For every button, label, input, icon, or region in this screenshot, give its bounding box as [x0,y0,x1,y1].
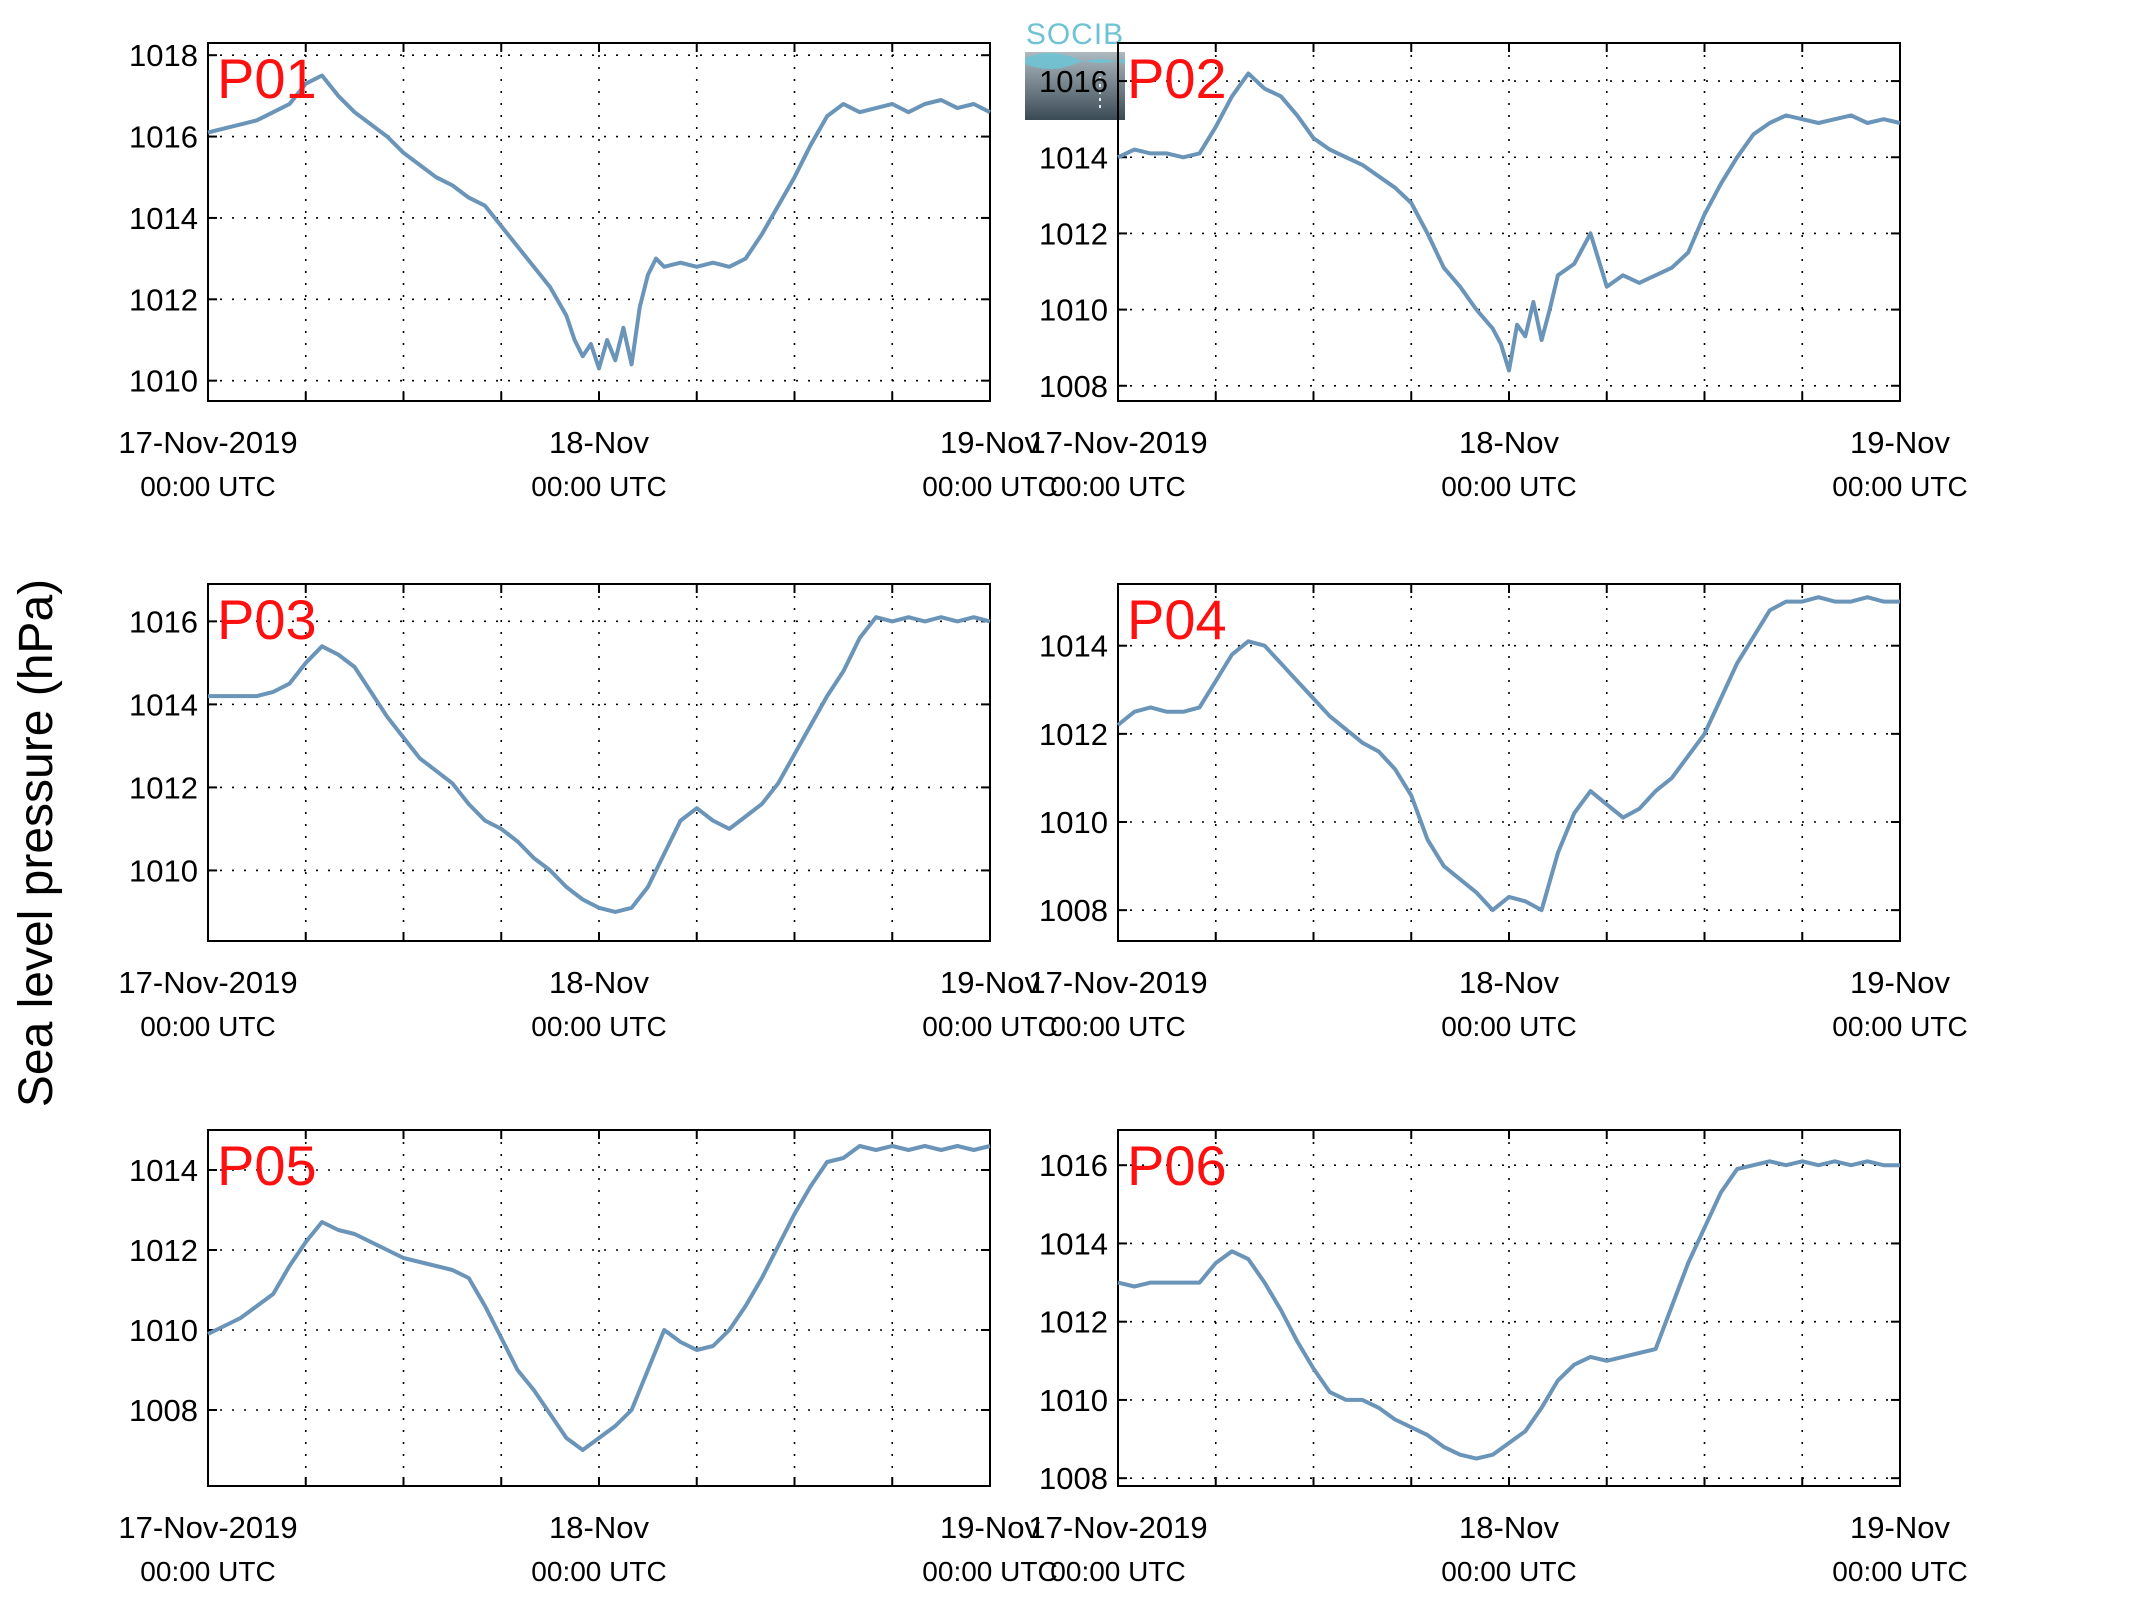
y-tick-label: 1010 [1039,805,1108,840]
x-tick-label: 17-Nov-2019 [1028,425,1207,460]
y-tick-label: 1016 [1039,1148,1108,1183]
y-tick-label: 1014 [129,687,198,722]
axes-frame [207,583,991,942]
x-tick-label: 17-Nov-2019 [1028,965,1207,1000]
x-tick-label: 17-Nov-2019 [118,965,297,1000]
x-tick-sublabel: 00:00 UTC [922,1011,1057,1042]
y-tick-label: 1014 [1039,629,1108,664]
y-tick-label: 1016 [1039,64,1108,99]
logo-text: SOCIB [1026,18,1124,51]
panel-label: P01 [217,47,317,110]
x-tick-sublabel: 00:00 UTC [922,1556,1057,1587]
y-tick-label: 1008 [129,1393,198,1428]
chart-panel-p04: 1008 1010 1012 1014 17-Nov-2019 00:00 UTC 18-N… [1028,583,1968,1042]
y-tick-label: 1008 [1039,893,1108,928]
y-tick-label: 1014 [1039,140,1108,175]
x-tick-sublabel: 00:00 UTC [1832,1011,1967,1042]
axes-frame [207,1129,991,1487]
y-tick-label: 1012 [129,282,198,317]
panel-label: P04 [1127,588,1227,651]
series-line-p05 [207,1144,991,1452]
x-tick-sublabel: 00:00 UTC [922,471,1057,502]
panel-label: P02 [1127,47,1227,110]
y-tick-label: 1016 [129,120,198,155]
chart-panel-p01: 1010 1012 1014 1016 1018 17-Nov-2019 00:00 UTC… [118,38,1057,502]
x-tick-label: 19-Nov [1850,965,1950,1000]
y-tick-label: 1014 [1039,1226,1108,1261]
x-tick-sublabel: 00:00 UTC [1441,1556,1576,1587]
x-tick-label: 18-Nov [1459,1510,1559,1545]
y-tick-label: 1010 [1039,1383,1108,1418]
y-tick-label: 1008 [1039,369,1108,404]
x-tick-sublabel: 00:00 UTC [531,471,666,502]
x-tick-sublabel: 00:00 UTC [1441,1011,1576,1042]
x-tick-label: 18-Nov [1459,425,1559,460]
y-tick-label: 1014 [129,201,198,236]
x-tick-sublabel: 00:00 UTC [531,1556,666,1587]
y-tick-label: 1016 [129,604,198,639]
x-tick-sublabel: 00:00 UTC [1050,1556,1185,1587]
series-line-p02 [1117,71,1901,373]
axes-frame [207,42,991,402]
x-tick-label: 18-Nov [549,1510,649,1545]
y-axis-label: Sea level pressure (hPa) [10,579,63,1107]
y-tick-label: 1012 [1039,1305,1108,1340]
panel-label: P05 [217,1134,317,1197]
x-tick-label: 17-Nov-2019 [118,1510,297,1545]
axes-frame [1117,583,1901,942]
y-tick-label: 1014 [129,1153,198,1188]
x-tick-label: 18-Nov [1459,965,1559,1000]
chart-panel-p02: 1008 1010 1012 1014 1016 17-Nov-2019 00:00 UTC… [1028,42,1968,502]
x-tick-label: 17-Nov-2019 [118,425,297,460]
y-tick-label: 1010 [1039,293,1108,328]
chart-panel-p05: 1008 1010 1012 1014 17-Nov-2019 00:00 UTC 18-N… [118,1129,1058,1587]
y-tick-label: 1012 [129,1233,198,1268]
series-line-p01 [207,73,991,371]
x-tick-sublabel: 00:00 UTC [531,1011,666,1042]
y-tick-label: 1012 [129,770,198,805]
x-tick-label: 19-Nov [1850,425,1950,460]
x-tick-sublabel: 00:00 UTC [1441,471,1576,502]
x-tick-sublabel: 00:00 UTC [1832,1556,1967,1587]
y-tick-label: 1008 [1039,1461,1108,1496]
axes-frame [1117,1129,1901,1487]
y-tick-label: 1010 [129,364,198,399]
x-tick-label: 18-Nov [549,965,649,1000]
x-tick-sublabel: 00:00 UTC [1050,1011,1185,1042]
x-tick-label: 19-Nov [940,425,1040,460]
x-tick-sublabel: 00:00 UTC [1050,471,1185,502]
socib-logo: SOCIB [1025,18,1125,120]
y-tick-label: 1012 [1039,717,1108,752]
y-tick-label: 1010 [129,853,198,888]
panel-label: P03 [217,588,317,651]
x-tick-sublabel: 00:00 UTC [140,471,275,502]
x-tick-sublabel: 00:00 UTC [1832,471,1967,502]
series-line-p03 [208,615,991,914]
series-line-p04 [1116,595,1900,913]
y-tick-label: 1010 [129,1313,198,1348]
x-tick-sublabel: 00:00 UTC [140,1011,275,1042]
x-tick-label: 17-Nov-2019 [1028,1510,1207,1545]
y-tick-label: 1012 [1039,216,1108,251]
series-line-p06 [1117,1159,1900,1461]
y-tick-label: 1018 [129,38,198,73]
x-tick-sublabel: 00:00 UTC [140,1556,275,1587]
x-tick-label: 18-Nov [549,425,649,460]
x-tick-label: 19-Nov [940,1510,1040,1545]
chart-panel-p06: 1008 1010 1012 1014 1016 17-Nov-2019 00:00 UTC… [1028,1129,1968,1587]
panel-label: P06 [1127,1134,1227,1197]
x-tick-label: 19-Nov [1850,1510,1950,1545]
axes-frame [1117,42,1901,402]
x-tick-label: 19-Nov [940,965,1040,1000]
chart-panel-p03: 1010 1012 1014 1016 17-Nov-2019 00:00 UTC 18-N… [118,583,1058,1042]
